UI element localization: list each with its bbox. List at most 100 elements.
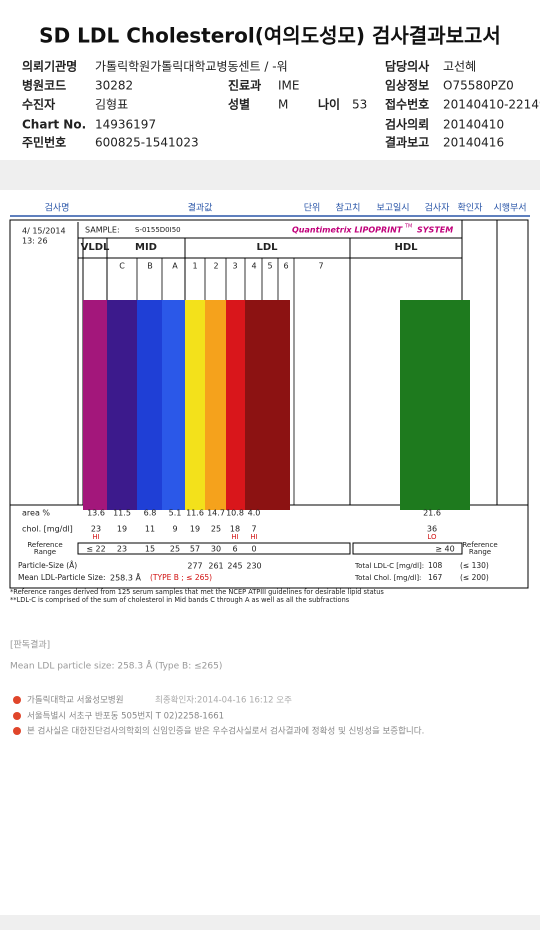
footer-text: 본 검사실은 대한진단검사의학회의 신임인증을 받은 우수검사실로서 검사결과에… — [27, 726, 424, 737]
range-value: 23 — [117, 545, 127, 554]
brand: SYSTEM — [417, 226, 453, 235]
field-label: 병원코드 — [22, 78, 66, 93]
row-label: Range — [34, 548, 56, 556]
curve-segment — [107, 300, 137, 510]
field-label: 검사의뢰 — [385, 117, 429, 132]
column-header: 결과값 — [188, 202, 213, 214]
area-value: 21.6 — [423, 509, 441, 518]
total-value: 108 — [428, 561, 443, 570]
total-label: Total Chol. [mg/dl]: — [354, 574, 421, 582]
subband-label: 1 — [192, 262, 197, 271]
band-label: HDL — [394, 242, 418, 253]
column-header: 확인자 — [458, 202, 484, 214]
column-header: 보고일시 — [376, 203, 409, 214]
brand: Quantimetrix LIPOPRINT — [292, 226, 403, 235]
subband-label: 5 — [267, 262, 272, 271]
subband-label: 2 — [213, 262, 218, 271]
area-value: 14.7 — [207, 509, 225, 518]
footer-text: 서울특별시 서초구 반포동 505번지 T 02)2258-1661 — [27, 711, 224, 722]
bullet-icon — [13, 696, 21, 704]
field-value: 20140410 — [443, 118, 504, 132]
field-label: 접수번호 — [385, 97, 429, 112]
column-header: 참고치 — [336, 202, 361, 214]
subband-label: C — [119, 262, 125, 271]
total-range: (≤ 130) — [460, 561, 489, 570]
title: SD LDL Cholesterol(여의도성모) 검사결과보고서 — [39, 24, 501, 48]
flag: HI — [250, 533, 257, 541]
row-label: area % — [22, 509, 50, 518]
brand-tm: TM — [404, 224, 412, 230]
field-value: 고선혜 — [443, 60, 476, 74]
flag: HI — [92, 533, 99, 541]
area-value: 5.1 — [169, 509, 182, 518]
field-value: 가톨릭학원가톨릭대학교병동센트 / -워 — [95, 60, 288, 74]
column-header: 시행부서 — [493, 202, 526, 214]
result-panel — [0, 190, 540, 915]
column-header: 단위 — [304, 203, 321, 214]
band-label: VLDL — [81, 242, 110, 253]
row-label: Mean LDL-Particle Size: — [18, 573, 106, 582]
sample-label: SAMPLE: — [85, 226, 120, 235]
range-value: ≤ 22 — [86, 545, 105, 554]
subband-label: 3 — [232, 262, 237, 271]
curve-segment — [185, 300, 205, 510]
bullet-icon — [13, 712, 21, 720]
band-label: LDL — [256, 242, 278, 253]
field-value: 20140410-22149 — [443, 98, 540, 112]
curve-segment — [245, 300, 290, 510]
footer-text: 가톨릭대학교 서울성모병원 — [27, 695, 124, 706]
size-value: 277 — [187, 562, 202, 571]
footnote: **LDL-C is comprised of the sum of chole… — [10, 596, 350, 604]
area-value: 10.8 — [226, 509, 244, 518]
curve-segment — [162, 300, 185, 510]
curve-segment — [137, 300, 162, 510]
row-label: Particle-Size (Å) — [18, 561, 77, 570]
field-label: 나이 — [318, 97, 340, 112]
bullet-icon — [13, 727, 21, 735]
field-label: 의뢰기관명 — [22, 59, 77, 74]
range-value: 6 — [232, 545, 237, 554]
area-value: 4.0 — [248, 509, 261, 518]
curve-segment — [226, 300, 245, 510]
field-value: M — [278, 98, 288, 112]
area-value: 6.8 — [144, 509, 157, 518]
area-value: 11.5 — [113, 509, 131, 518]
date: 4/ 15/2014 — [22, 227, 66, 236]
row-label: Reference — [27, 541, 62, 549]
size-value: 230 — [246, 562, 261, 571]
range-value: 25 — [170, 545, 180, 554]
column-header: 검사자 — [425, 202, 451, 214]
chol-value: 9 — [172, 525, 177, 534]
flag: HI — [231, 533, 238, 541]
field-value: IME — [278, 79, 299, 93]
chol-value: 7 — [251, 525, 256, 534]
field-label: 성별 — [228, 97, 250, 112]
field-label: 담당의사 — [385, 59, 429, 74]
subband-label: B — [147, 262, 153, 271]
field-value: 20140416 — [443, 136, 504, 150]
subband-label: A — [172, 262, 178, 271]
chol-value: 23 — [91, 525, 101, 534]
time: 13: 26 — [22, 237, 48, 246]
interpretation: Mean LDL particle size: 258.3 Å (Type B:… — [10, 660, 222, 672]
row-label: Range — [469, 548, 491, 556]
header-panel — [0, 0, 540, 160]
subband-label: 7 — [318, 262, 323, 271]
range-value: 0 — [251, 545, 256, 554]
size-value: 245 — [227, 562, 242, 571]
section-title: [판독결과] — [10, 640, 50, 651]
chol-value: 19 — [190, 525, 200, 534]
range-value: 30 — [211, 545, 221, 554]
field-value: 김형표 — [95, 98, 128, 112]
curve-segment — [83, 300, 107, 510]
chol-value: 36 — [427, 525, 437, 534]
chol-value: 19 — [117, 525, 127, 534]
footnote: *Reference ranges derived from 125 serum… — [10, 588, 384, 596]
subband-label: 6 — [283, 262, 288, 271]
column-header: 검사명 — [45, 202, 70, 214]
area-value: 11.6 — [186, 509, 204, 518]
range-value: ≥ 40 — [435, 545, 454, 554]
range-value: 15 — [145, 545, 155, 554]
range-box — [352, 542, 463, 555]
